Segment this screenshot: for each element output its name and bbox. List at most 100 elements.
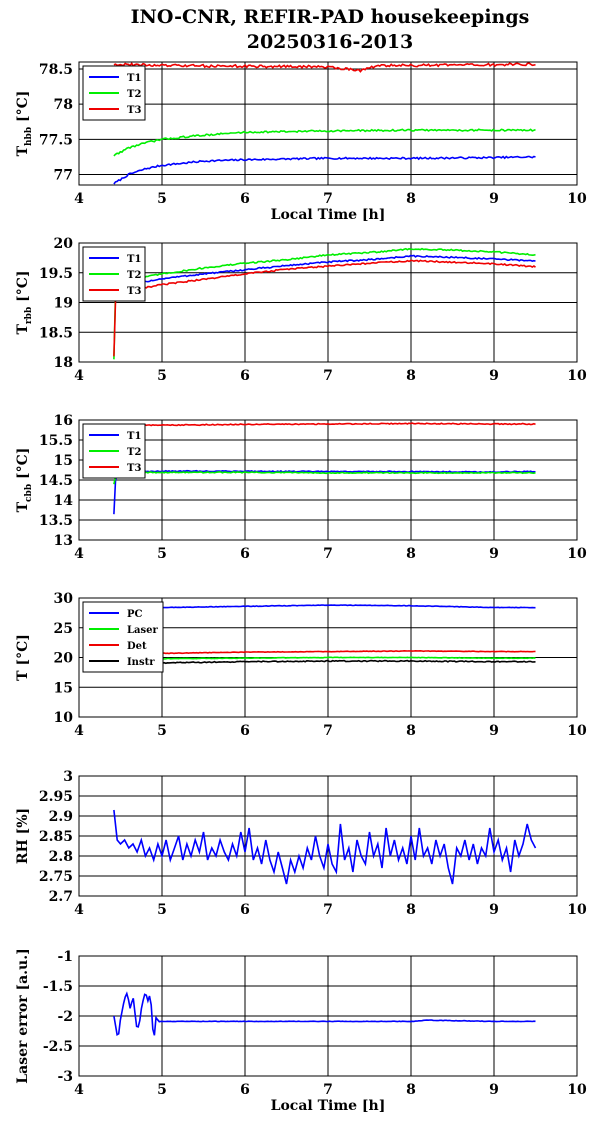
x-tick-label: 5	[157, 723, 167, 739]
x-tick-label: 4	[74, 368, 84, 384]
x-tick-label: 7	[323, 546, 333, 562]
x-tick-label: 8	[406, 191, 416, 207]
plot-frame	[78, 242, 578, 363]
figure-title-line-1: INO-CNR, REFIR-PAD housekeepings	[131, 6, 530, 28]
panel-2: 4 5 6 7 8 9 10 18 18.5 19 19.5 20 Trbb [°C] T1 T2 T3	[15, 236, 587, 384]
x-tick-label: 4	[74, 191, 84, 207]
x-tick-label: 5	[157, 191, 167, 207]
x-tick-label: 6	[240, 723, 250, 739]
series-line-instr	[113, 659, 536, 665]
panel-4: 4 5 6 7 8 9 10 10 15 20 25 30 T [°C] PC Laser Det Instr	[15, 591, 587, 739]
x-tick-label: 6	[240, 191, 250, 207]
plot-frame	[78, 955, 578, 1077]
x-tick-label: 10	[567, 191, 587, 207]
plot-frame	[78, 597, 578, 718]
series-line-t2	[113, 471, 536, 485]
y-tick-label: 14	[54, 493, 74, 509]
y-tick-label: 2.75	[39, 869, 73, 885]
x-tick-label: 9	[489, 723, 499, 739]
panel-6: 4 5 6 7 8 9 10 -3 -2.5 -2 -1.5 -1 Local Time [h] Lase…	[15, 948, 587, 1114]
y-tick-label: 2.8	[49, 849, 73, 865]
series-line-laser	[113, 656, 536, 661]
x-tick-label: 10	[567, 1082, 587, 1098]
legend-label: T1	[127, 254, 141, 265]
legend: PC Laser Det Instr	[82, 601, 164, 673]
x-tick-label: 5	[157, 546, 167, 562]
series-line-rh	[113, 809, 537, 885]
legend: T1 T2 T3	[82, 423, 146, 479]
series-line-t2	[113, 128, 536, 157]
y-tick-label: 2.85	[39, 829, 73, 845]
y-tick-label: 2.7	[49, 889, 73, 905]
y-tick-label: -2	[57, 1009, 73, 1025]
series-line-t1	[113, 469, 536, 515]
y-tick-label: 77	[54, 167, 73, 183]
figure-title-line-2: 20250316-2013	[247, 31, 414, 53]
y-tick-label: 19	[54, 296, 73, 312]
legend-label: PC	[127, 609, 143, 620]
y-tick-label: 25	[54, 621, 73, 637]
y-tick-label: 13	[54, 533, 73, 549]
y-axis-label: T [°C]	[15, 634, 31, 681]
x-tick-label: 8	[406, 368, 416, 384]
legend-label: Instr	[127, 657, 155, 668]
y-tick-label: 10	[54, 710, 74, 726]
y-tick-label: 3	[63, 769, 73, 785]
x-tick-label: 9	[489, 902, 499, 918]
y-tick-label: 13.5	[39, 513, 73, 529]
x-tick-label: 9	[489, 368, 499, 384]
x-tick-label: 7	[323, 1082, 333, 1098]
x-axis-label: Local Time [h]	[271, 207, 386, 223]
y-axis-label: Trbb [°C]	[15, 270, 34, 334]
series-line-det	[113, 649, 536, 655]
x-tick-label: 4	[74, 723, 84, 739]
x-tick-label: 9	[489, 191, 499, 207]
y-axis-label: RH [%]	[15, 808, 31, 864]
series-line-t3	[113, 259, 537, 357]
plot-frame	[78, 775, 578, 897]
x-tick-label: 5	[157, 902, 167, 918]
legend-label: T3	[127, 463, 141, 474]
x-tick-label: 10	[567, 546, 587, 562]
x-tick-label: 10	[567, 368, 587, 384]
y-tick-label: 18.5	[39, 325, 73, 341]
legend-label: T1	[127, 431, 141, 442]
series-line-t1	[113, 254, 536, 298]
y-tick-label: -1.5	[43, 979, 73, 995]
x-tick-label: 6	[240, 368, 250, 384]
y-tick-label: 19.5	[39, 266, 73, 282]
y-tick-label: 16	[54, 413, 73, 429]
x-tick-label: 10	[567, 902, 587, 918]
y-tick-label: -1	[57, 949, 73, 965]
y-tick-label: 20	[54, 651, 74, 667]
y-tick-label: 30	[54, 591, 74, 607]
y-tick-label: -3	[57, 1069, 73, 1085]
x-tick-label: 8	[406, 1082, 416, 1098]
x-tick-label: 7	[323, 723, 333, 739]
series-line-t2	[113, 247, 536, 360]
y-tick-label: 15	[54, 453, 73, 469]
series-line-t1	[113, 155, 536, 185]
legend-label: T2	[127, 89, 141, 100]
x-tick-label: 7	[323, 191, 333, 207]
x-tick-label: 6	[240, 902, 250, 918]
legend-label: T1	[127, 73, 141, 84]
x-tick-label: 5	[157, 368, 167, 384]
x-tick-label: 7	[323, 368, 333, 384]
legend-label: T2	[127, 447, 141, 458]
x-tick-label: 8	[406, 723, 416, 739]
y-tick-label: 77.5	[39, 132, 73, 148]
legend-label: T2	[127, 270, 141, 281]
x-tick-label: 4	[74, 546, 84, 562]
legend-label: T3	[127, 105, 141, 116]
series-line-t3	[113, 422, 536, 427]
x-tick-label: 6	[240, 1082, 250, 1098]
legend: T1 T2 T3	[82, 246, 146, 302]
y-tick-label: 78.5	[39, 62, 73, 78]
legend-label: Laser	[127, 625, 159, 636]
x-tick-label: 8	[406, 902, 416, 918]
legend: T1 T2 T3	[82, 65, 146, 121]
y-tick-label: 14.5	[39, 473, 73, 489]
